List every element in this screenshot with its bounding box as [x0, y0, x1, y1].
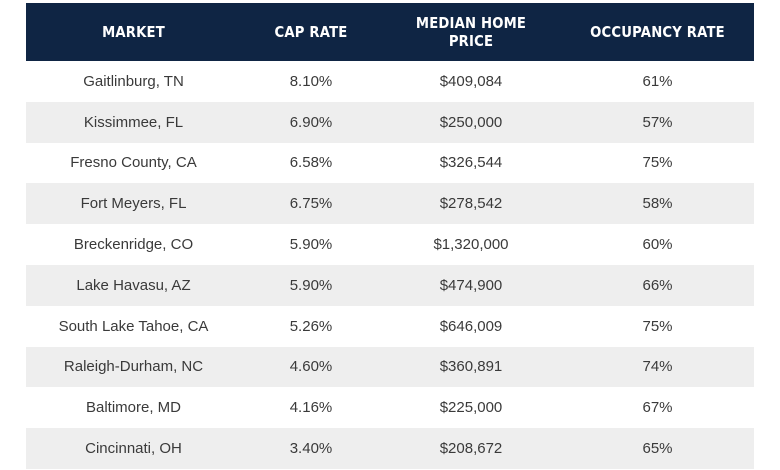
- cell-market: Gaitlinburg, TN: [83, 72, 184, 90]
- cell-cap-rate: 6.75%: [289, 195, 333, 213]
- table-row: Lake Havasu, AZ 5.90% $474,900 66%: [26, 264, 754, 306]
- table-body: Gaitlinburg, TN 8.10% $409,084 61% Kissimmee…: [26, 61, 754, 469]
- cell-median-home-price: $208,672: [439, 440, 503, 458]
- cell-median-home-price: $326,544: [439, 154, 503, 172]
- cell-occupancy-rate: 75%: [642, 154, 673, 172]
- cell-occupancy-rate: 58%: [642, 195, 673, 213]
- cell-market: Fort Meyers, FL: [80, 195, 187, 213]
- cell-market: South Lake Tahoe, CA: [58, 317, 209, 335]
- cell-occupancy-rate: 65%: [642, 440, 673, 458]
- header-occupancy-rate: OCCUPANCY RATE: [590, 23, 725, 41]
- cell-market: Lake Havasu, AZ: [76, 276, 191, 294]
- table-row: Gaitlinburg, TN 8.10% $409,084 61%: [26, 61, 754, 102]
- cell-occupancy-rate: 57%: [642, 113, 673, 131]
- table-header: MARKET CAP RATE MEDIAN HOME PRICE OCCUPA…: [26, 3, 754, 61]
- cell-median-home-price: $250,000: [439, 113, 503, 131]
- cell-cap-rate: 6.58%: [289, 154, 333, 172]
- cell-occupancy-rate: 61%: [642, 72, 673, 90]
- cell-market: Baltimore, MD: [85, 399, 182, 417]
- cell-cap-rate: 5.90%: [289, 276, 333, 294]
- header-cap-rate: CAP RATE: [274, 23, 348, 41]
- cell-market: Raleigh-Durham, NC: [63, 358, 204, 376]
- cell-market: Breckenridge, CO: [73, 236, 194, 254]
- table-row: Kissimmee, FL 6.90% $250,000 57%: [26, 101, 754, 143]
- cell-cap-rate: 4.16%: [289, 399, 333, 417]
- cell-occupancy-rate: 66%: [642, 276, 673, 294]
- table-row: Baltimore, MD 4.16% $225,000 67%: [26, 387, 754, 429]
- header-row: MARKET CAP RATE MEDIAN HOME PRICE OCCUPA…: [26, 3, 754, 61]
- cell-cap-rate: 5.26%: [289, 317, 333, 335]
- header-median-home-price: MEDIAN HOME PRICE: [415, 14, 527, 50]
- cell-median-home-price: $1,320,000: [433, 236, 509, 254]
- cell-median-home-price: $360,891: [439, 358, 503, 376]
- table-row: South Lake Tahoe, CA 5.26% $646,009 75%: [26, 305, 754, 347]
- cell-cap-rate: 5.90%: [289, 236, 333, 254]
- table-row: Breckenridge, CO 5.90% $1,320,000 60%: [26, 224, 754, 265]
- cell-cap-rate: 8.10%: [289, 72, 333, 90]
- table-row: Cincinnati, OH 3.40% $208,672 65%: [26, 428, 754, 469]
- cell-occupancy-rate: 74%: [642, 358, 673, 376]
- cell-occupancy-rate: 60%: [642, 236, 673, 254]
- cell-median-home-price: $409,084: [439, 72, 503, 90]
- cell-cap-rate: 6.90%: [289, 113, 333, 131]
- cell-median-home-price: $225,000: [439, 399, 503, 417]
- market-comparison-table: MARKET CAP RATE MEDIAN HOME PRICE OCCUPA…: [26, 3, 754, 469]
- table-row: Raleigh-Durham, NC 4.60% $360,891 74%: [26, 346, 754, 388]
- table-row: Fresno County, CA 6.58% $326,544 75%: [26, 142, 754, 184]
- cell-market: Kissimmee, FL: [83, 113, 184, 131]
- cell-median-home-price: $474,900: [439, 276, 503, 294]
- cell-cap-rate: 3.40%: [289, 440, 333, 458]
- cell-occupancy-rate: 75%: [642, 317, 673, 335]
- cell-median-home-price: $278,542: [439, 195, 503, 213]
- cell-market: Fresno County, CA: [70, 154, 197, 172]
- cell-median-home-price: $646,009: [439, 317, 503, 335]
- cell-cap-rate: 4.60%: [289, 358, 333, 376]
- table-row: Fort Meyers, FL 6.75% $278,542 58%: [26, 183, 754, 225]
- cell-market: Cincinnati, OH: [85, 440, 182, 458]
- cell-occupancy-rate: 67%: [642, 399, 673, 417]
- header-market: MARKET: [102, 23, 165, 41]
- market-table-container: MARKET CAP RATE MEDIAN HOME PRICE OCCUPA…: [26, 3, 754, 469]
